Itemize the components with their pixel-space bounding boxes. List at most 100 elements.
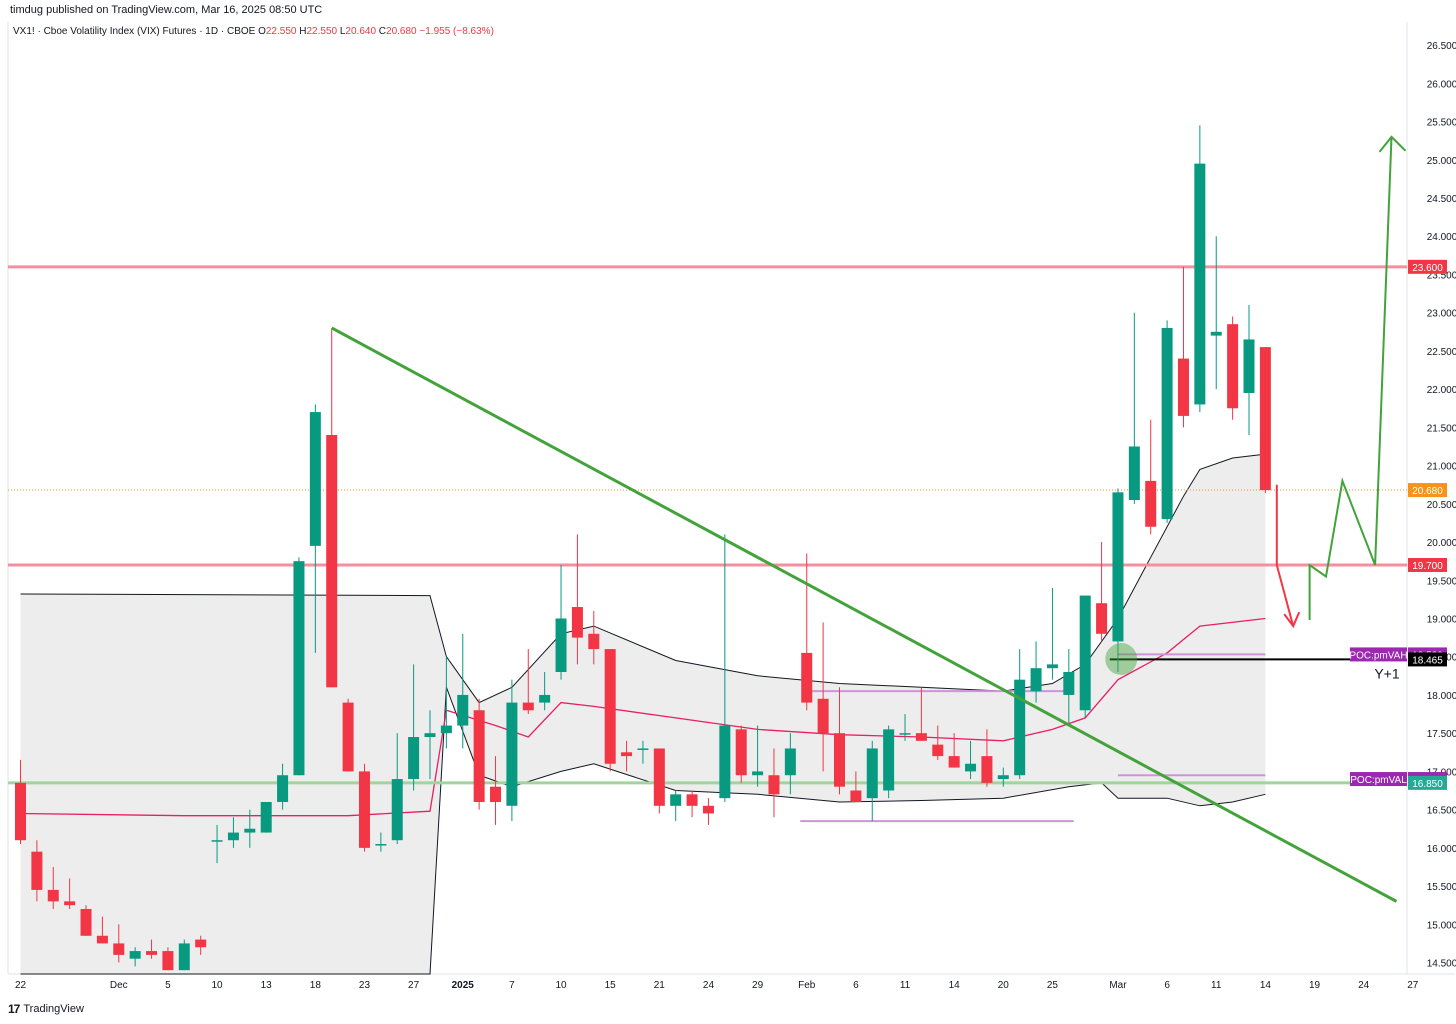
candle-up[interactable] [997,775,1009,780]
candle-up[interactable] [1030,668,1042,692]
candle-up[interactable] [391,779,403,841]
candle-down[interactable] [522,702,534,711]
candle-down[interactable] [96,935,108,944]
candle-down[interactable] [490,786,502,802]
candle-up[interactable] [277,775,289,802]
x-tick-label: 23 [359,980,371,991]
candle-up[interactable] [1014,679,1026,776]
low-value: 20.640 [345,26,377,37]
candle-up[interactable] [670,794,682,806]
candle-up[interactable] [719,725,731,799]
y-tick-label: 21.000 [1427,462,1456,473]
candle-down[interactable] [604,649,616,764]
candle-up[interactable] [440,725,452,734]
candle-up[interactable] [309,412,321,546]
candle-down[interactable] [1096,603,1108,634]
candle-up[interactable] [866,748,878,799]
candle-down[interactable] [915,733,927,741]
candle-up[interactable] [211,840,223,842]
candle-up[interactable] [375,844,387,846]
candle-down[interactable] [653,748,665,806]
candle-up[interactable] [244,828,256,833]
candle-down[interactable] [932,744,944,757]
candle-down[interactable] [588,633,600,650]
projection-up-path[interactable] [1308,136,1393,620]
candle-down[interactable] [113,943,125,955]
candle-down[interactable] [768,775,780,795]
vwap-line [20,617,1266,817]
y-tick-label: 25.000 [1427,156,1456,167]
candle-down[interactable] [735,729,747,776]
candle-up[interactable] [883,729,895,791]
y-tick-label: 25.500 [1427,118,1456,129]
time-axis[interactable]: 22 Dec 5 10 13 18 23 27 2025 7 10 15 21 24 29 Feb 6 11 14 2… [15,980,1419,991]
candle-up[interactable] [408,737,420,780]
candle-up[interactable] [1194,163,1206,405]
candle-down[interactable] [342,702,354,772]
candle-down[interactable] [64,901,76,906]
candle-up[interactable] [424,733,436,737]
projection-down-arrowhead [1283,611,1301,629]
candle-up[interactable] [1112,492,1124,642]
candle-down[interactable] [1259,347,1271,491]
drawings[interactable]: Y+1 [331,135,1407,903]
x-tick-label: 6 [1164,980,1170,991]
candle-up[interactable] [965,763,977,772]
candle-down[interactable] [1177,358,1189,416]
x-tick-label: Dec [110,980,128,991]
candle-up[interactable] [260,801,272,833]
candle-down[interactable] [702,805,714,814]
candle-up[interactable] [1046,664,1058,669]
candle-up[interactable] [1243,339,1255,393]
candle-down[interactable] [850,790,862,802]
candle-up[interactable] [129,951,141,959]
candle-down[interactable] [834,733,845,787]
candle-down[interactable] [326,435,338,688]
candle-down[interactable] [621,752,633,757]
candle-down[interactable] [948,756,960,768]
candle-down[interactable] [817,698,829,734]
band-area [20,453,1266,975]
price-label-text: 16.850 [1412,779,1443,790]
candle-down[interactable] [31,851,43,890]
candle-up[interactable] [1128,446,1140,500]
candle-up[interactable] [293,561,305,776]
candle-up[interactable] [457,694,469,726]
candle-down[interactable] [801,652,813,703]
candle-down[interactable] [981,756,993,783]
candle-up[interactable] [1161,327,1173,520]
price-label-text: 23.600 [1412,263,1443,274]
trendline[interactable] [331,326,1398,903]
candle-up[interactable] [227,832,239,841]
candle-down[interactable] [146,951,158,955]
candle-up[interactable] [784,748,796,776]
candle-down[interactable] [15,782,26,841]
tradingview-brand[interactable]: 17 TradingView [8,1002,84,1016]
candle-down[interactable] [1227,324,1239,409]
x-tick-label: 24 [703,980,715,991]
candle-down[interactable] [358,771,370,848]
candle-down[interactable] [1145,480,1157,527]
projection-down-path[interactable] [1275,484,1295,627]
price-axis[interactable]: 26.500 26.000 25.500 25.000 24.500 24.000 23.5… [1349,41,1456,969]
candles[interactable] [15,125,1271,971]
candle-up[interactable] [1210,331,1222,336]
candle-down[interactable] [195,939,207,948]
candle-up[interactable] [539,694,551,703]
candle-down[interactable] [473,710,485,802]
candle-down[interactable] [47,889,59,902]
candle-up[interactable] [178,943,190,971]
candle-down[interactable] [162,951,174,971]
candle-up[interactable] [1063,672,1075,695]
candle-down[interactable] [571,607,583,638]
candle-up[interactable] [1079,595,1091,711]
candle-up[interactable] [752,771,764,776]
candle-down[interactable] [686,794,698,806]
candle-up[interactable] [555,618,567,673]
candle-up[interactable] [899,733,911,735]
candle-up[interactable] [637,748,649,750]
y-tick-label: 16.000 [1427,844,1456,855]
candle-up[interactable] [506,702,518,806]
candle-down[interactable] [80,909,92,936]
